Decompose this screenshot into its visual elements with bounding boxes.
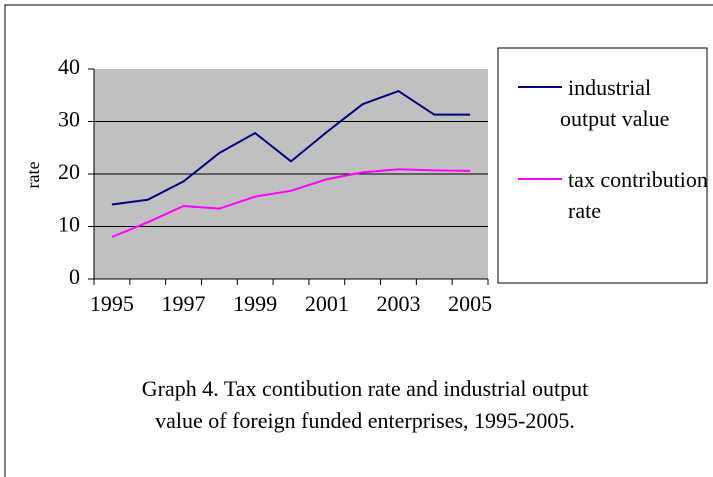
y-tick-label: 10 — [58, 212, 80, 237]
legend-label: tax contribution rate — [568, 167, 708, 223]
series-line — [111, 89, 471, 206]
caption: value of foreign funded enterprises, 199… — [155, 408, 575, 433]
y-axis-label: rate — [23, 162, 43, 189]
y-tick-label: 20 — [58, 159, 80, 184]
x-tick-label: 2001 — [305, 291, 349, 316]
series-line — [111, 168, 471, 238]
x-tick-label: 2005 — [448, 291, 492, 316]
x-tick-label: 1995 — [90, 291, 134, 316]
y-tick-label: 0 — [69, 264, 80, 289]
x-tick-label: 1999 — [233, 291, 277, 316]
legend-label: industrial output value — [560, 75, 670, 131]
x-tick-label: 2003 — [376, 291, 420, 316]
x-tick-label: 1997 — [162, 291, 206, 316]
caption: Graph 4. Tax contibution rate and indust… — [141, 376, 589, 401]
y-tick-label: 40 — [58, 54, 80, 79]
y-tick-label: 30 — [58, 107, 80, 132]
